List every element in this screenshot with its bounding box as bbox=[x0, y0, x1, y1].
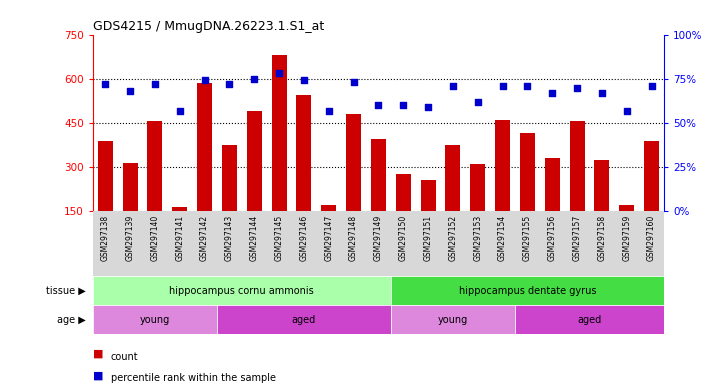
Bar bbox=[495, 120, 510, 255]
Text: GSM297156: GSM297156 bbox=[548, 214, 557, 261]
Text: GSM297139: GSM297139 bbox=[126, 214, 134, 261]
Text: ■: ■ bbox=[93, 370, 104, 380]
Bar bbox=[421, 180, 436, 255]
Bar bbox=[619, 205, 634, 255]
Text: GSM297140: GSM297140 bbox=[151, 214, 159, 261]
Point bbox=[646, 83, 658, 89]
Point bbox=[248, 76, 260, 82]
Point bbox=[596, 90, 608, 96]
Text: GSM297147: GSM297147 bbox=[324, 214, 333, 261]
Text: GSM297150: GSM297150 bbox=[398, 214, 408, 261]
Text: GSM297145: GSM297145 bbox=[275, 214, 283, 261]
Text: GSM297153: GSM297153 bbox=[473, 214, 482, 261]
Point bbox=[124, 88, 136, 94]
Point bbox=[174, 108, 186, 114]
Text: GSM297159: GSM297159 bbox=[623, 214, 631, 261]
Bar bbox=[396, 174, 411, 255]
Text: GDS4215 / MmugDNA.26223.1.S1_at: GDS4215 / MmugDNA.26223.1.S1_at bbox=[93, 20, 324, 33]
Point bbox=[398, 102, 409, 108]
Text: GSM297149: GSM297149 bbox=[374, 214, 383, 261]
Text: ■: ■ bbox=[93, 349, 104, 359]
Point bbox=[99, 81, 111, 87]
Point bbox=[348, 79, 359, 85]
Text: GSM297144: GSM297144 bbox=[250, 214, 258, 261]
Bar bbox=[123, 163, 138, 255]
Bar bbox=[446, 145, 461, 255]
Bar bbox=[222, 145, 237, 255]
Bar bbox=[296, 95, 311, 255]
Text: young: young bbox=[140, 314, 170, 325]
Text: GSM297152: GSM297152 bbox=[448, 214, 458, 261]
Point bbox=[373, 102, 384, 108]
Text: count: count bbox=[111, 352, 139, 362]
Bar bbox=[93, 276, 391, 305]
Text: GSM297148: GSM297148 bbox=[349, 214, 358, 261]
Bar bbox=[515, 305, 664, 334]
Point bbox=[571, 84, 583, 91]
Text: GSM297157: GSM297157 bbox=[573, 214, 582, 261]
Text: hippocampus cornu ammonis: hippocampus cornu ammonis bbox=[169, 286, 314, 296]
Point bbox=[298, 78, 310, 84]
Text: GSM297143: GSM297143 bbox=[225, 214, 234, 261]
Text: GSM297138: GSM297138 bbox=[101, 214, 110, 261]
Point bbox=[223, 81, 235, 87]
Bar bbox=[346, 114, 361, 255]
Bar bbox=[644, 141, 659, 255]
Bar bbox=[197, 83, 212, 255]
Text: hippocampus dentate gyrus: hippocampus dentate gyrus bbox=[458, 286, 596, 296]
Point bbox=[149, 81, 161, 87]
Bar bbox=[148, 121, 162, 255]
Text: tissue ▶: tissue ▶ bbox=[46, 286, 86, 296]
Point bbox=[546, 90, 558, 96]
Bar bbox=[172, 207, 187, 255]
Bar bbox=[520, 133, 535, 255]
Text: aged: aged bbox=[578, 314, 602, 325]
Point bbox=[199, 78, 211, 84]
Text: aged: aged bbox=[292, 314, 316, 325]
Text: young: young bbox=[438, 314, 468, 325]
Text: GSM297158: GSM297158 bbox=[598, 214, 606, 261]
Bar bbox=[93, 305, 217, 334]
Point bbox=[273, 70, 285, 76]
Text: percentile rank within the sample: percentile rank within the sample bbox=[111, 373, 276, 383]
Point bbox=[423, 104, 434, 110]
Bar bbox=[391, 276, 664, 305]
Point bbox=[522, 83, 533, 89]
Bar bbox=[321, 205, 336, 255]
Point bbox=[472, 99, 483, 105]
Bar bbox=[471, 164, 486, 255]
Bar bbox=[217, 305, 391, 334]
Bar bbox=[247, 111, 262, 255]
Bar bbox=[371, 139, 386, 255]
Point bbox=[621, 108, 633, 114]
Text: GSM297155: GSM297155 bbox=[523, 214, 532, 261]
Text: GSM297141: GSM297141 bbox=[175, 214, 184, 261]
Bar bbox=[271, 55, 286, 255]
Text: GSM297146: GSM297146 bbox=[299, 214, 308, 261]
Point bbox=[497, 83, 508, 89]
Bar bbox=[98, 141, 113, 255]
Text: GSM297151: GSM297151 bbox=[423, 214, 433, 261]
Bar bbox=[595, 160, 609, 255]
Bar bbox=[545, 158, 560, 255]
Bar bbox=[391, 305, 515, 334]
Point bbox=[323, 108, 334, 114]
Text: GSM297160: GSM297160 bbox=[647, 214, 656, 261]
Point bbox=[447, 83, 458, 89]
Text: GSM297142: GSM297142 bbox=[200, 214, 209, 261]
Text: age ▶: age ▶ bbox=[57, 314, 86, 325]
Text: GSM297154: GSM297154 bbox=[498, 214, 507, 261]
Bar bbox=[570, 121, 585, 255]
